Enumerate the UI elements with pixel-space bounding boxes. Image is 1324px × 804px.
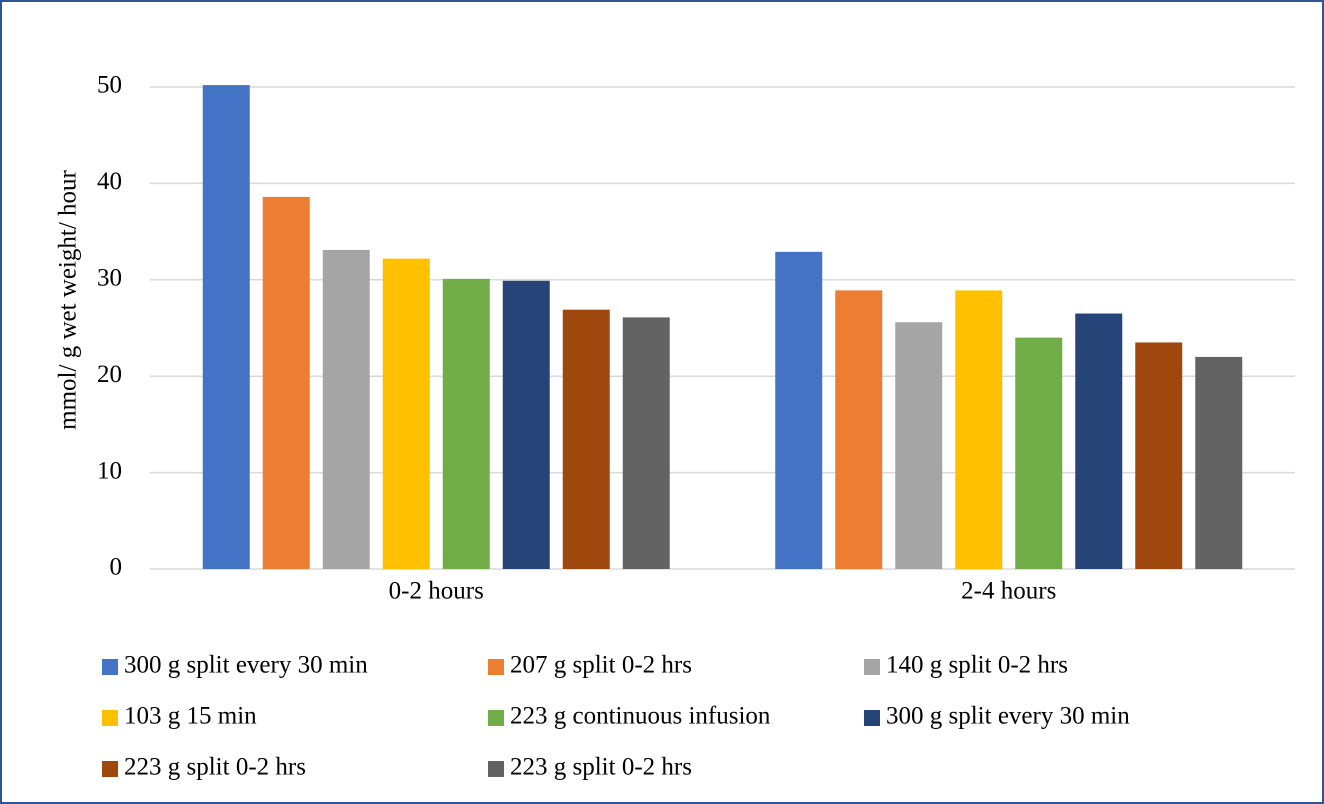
x-tick-label: 0-2 hours xyxy=(389,578,484,605)
legend-swatch xyxy=(102,710,118,726)
y-tick-label: 0 xyxy=(110,554,123,581)
legend-label: 300 g split every 30 min xyxy=(886,703,1130,730)
bar xyxy=(775,251,823,569)
bar xyxy=(1195,356,1243,569)
legend-swatch xyxy=(102,761,118,777)
y-tick-label: 20 xyxy=(97,361,122,388)
bar xyxy=(1135,342,1183,569)
legend-label: 300 g split every 30 min xyxy=(124,652,368,679)
bar xyxy=(835,290,883,569)
y-tick-label: 30 xyxy=(97,265,122,292)
legend-swatch xyxy=(864,710,880,726)
bar xyxy=(502,280,550,569)
bar xyxy=(382,258,430,569)
legend-swatch xyxy=(102,659,118,675)
legend-label: 223 g split 0-2 hrs xyxy=(510,754,692,781)
bar xyxy=(895,322,943,569)
bar xyxy=(442,278,490,569)
bar xyxy=(562,309,610,569)
bar xyxy=(322,249,370,569)
legend-swatch xyxy=(488,710,504,726)
legend-label: 207 g split 0-2 hrs xyxy=(510,652,692,679)
bar xyxy=(262,196,310,569)
y-tick-label: 10 xyxy=(97,457,122,484)
legend-swatch xyxy=(488,659,504,675)
legend-label: 140 g split 0-2 hrs xyxy=(886,652,1068,679)
legend-label: 223 g continuous infusion xyxy=(510,703,771,730)
y-tick-label: 40 xyxy=(97,168,122,195)
legend-label: 103 g 15 min xyxy=(124,703,257,730)
bar xyxy=(955,290,1003,569)
bar xyxy=(202,85,250,570)
legend-label: 223 g split 0-2 hrs xyxy=(124,754,306,781)
y-axis-label: mmol/ g wet weight/ hour xyxy=(55,169,82,429)
y-tick-label: 50 xyxy=(97,72,122,99)
legend-swatch xyxy=(488,761,504,777)
bar xyxy=(1015,337,1063,569)
x-tick-label: 2-4 hours xyxy=(961,578,1056,605)
bar xyxy=(1075,313,1123,569)
bar xyxy=(622,317,670,569)
legend-swatch xyxy=(864,659,880,675)
